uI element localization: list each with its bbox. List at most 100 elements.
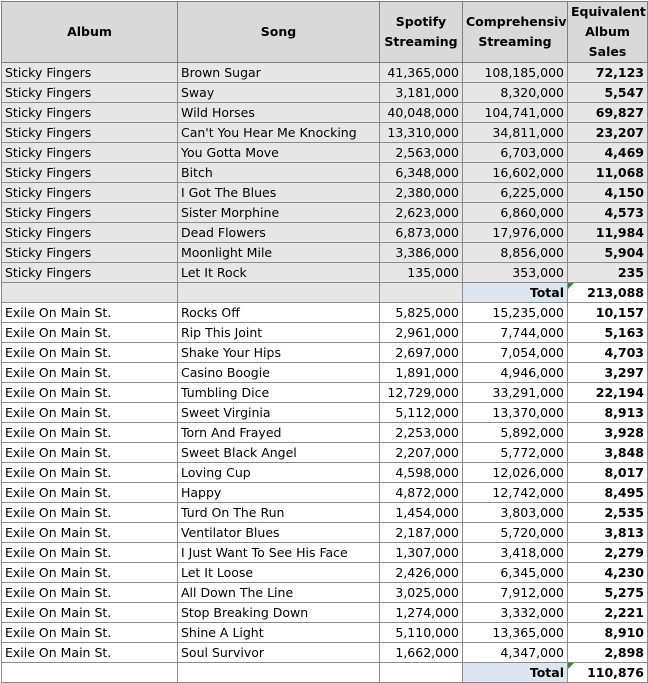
spotify-streaming-cell[interactable]: 2,207,000 (379, 442, 463, 463)
comprehensive-streaming-cell[interactable]: 13,370,000 (462, 402, 568, 423)
spotify-streaming-cell[interactable]: 1,274,000 (379, 602, 463, 623)
album-cell[interactable]: Exile On Main St. (1, 582, 178, 603)
album-cell[interactable]: Exile On Main St. (1, 342, 178, 363)
spotify-streaming-cell[interactable]: 12,729,000 (379, 382, 463, 403)
song-cell[interactable]: Torn And Frayed (177, 422, 380, 443)
comprehensive-streaming-cell[interactable]: 33,291,000 (462, 382, 568, 403)
song-cell[interactable]: Rocks Off (177, 302, 380, 323)
spotify-streaming-cell[interactable]: 13,310,000 (379, 122, 463, 143)
total-label[interactable]: Total (462, 662, 568, 683)
song-cell[interactable]: Loving Cup (177, 462, 380, 483)
album-cell[interactable]: Exile On Main St. (1, 382, 178, 403)
album-cell[interactable]: Exile On Main St. (1, 562, 178, 583)
album-cell[interactable]: Sticky Fingers (1, 162, 178, 183)
song-cell[interactable]: Tumbling Dice (177, 382, 380, 403)
equivalent-album-sales-cell[interactable]: 8,910 (567, 622, 648, 643)
song-cell[interactable]: Casino Boogie (177, 362, 380, 383)
album-cell[interactable]: Exile On Main St. (1, 322, 178, 343)
comprehensive-streaming-cell[interactable]: 6,860,000 (462, 202, 568, 223)
album-cell[interactable]: Sticky Fingers (1, 242, 178, 263)
spotify-streaming-cell[interactable]: 135,000 (379, 262, 463, 283)
song-cell[interactable]: Ventilator Blues (177, 522, 380, 543)
empty-cell[interactable] (1, 662, 178, 683)
spotify-streaming-cell[interactable]: 40,048,000 (379, 102, 463, 123)
comprehensive-streaming-cell[interactable]: 16,602,000 (462, 162, 568, 183)
equivalent-album-sales-cell[interactable]: 2,221 (567, 602, 648, 623)
comprehensive-streaming-cell[interactable]: 6,345,000 (462, 562, 568, 583)
spotify-streaming-cell[interactable]: 4,598,000 (379, 462, 463, 483)
comprehensive-streaming-cell[interactable]: 104,741,000 (462, 102, 568, 123)
song-cell[interactable]: Let It Loose (177, 562, 380, 583)
empty-cell[interactable] (177, 662, 380, 683)
song-cell[interactable]: Shake Your Hips (177, 342, 380, 363)
comprehensive-streaming-cell[interactable]: 5,720,000 (462, 522, 568, 543)
album-cell[interactable]: Sticky Fingers (1, 222, 178, 243)
equivalent-album-sales-cell[interactable]: 3,813 (567, 522, 648, 543)
song-cell[interactable]: Shine A Light (177, 622, 380, 643)
equivalent-album-sales-cell[interactable]: 235 (567, 262, 648, 283)
spotify-streaming-cell[interactable]: 2,961,000 (379, 322, 463, 343)
comprehensive-streaming-cell[interactable]: 15,235,000 (462, 302, 568, 323)
song-cell[interactable]: Sweet Black Angel (177, 442, 380, 463)
equivalent-album-sales-cell[interactable]: 4,230 (567, 562, 648, 583)
equivalent-album-sales-cell[interactable]: 5,547 (567, 82, 648, 103)
spotify-streaming-cell[interactable]: 3,025,000 (379, 582, 463, 603)
equivalent-album-sales-cell[interactable]: 3,928 (567, 422, 648, 443)
comprehensive-streaming-cell[interactable]: 5,772,000 (462, 442, 568, 463)
song-cell[interactable]: Sweet Virginia (177, 402, 380, 423)
song-cell[interactable]: Dead Flowers (177, 222, 380, 243)
spotify-streaming-cell[interactable]: 2,697,000 (379, 342, 463, 363)
equivalent-album-sales-cell[interactable]: 72,123 (567, 62, 648, 83)
equivalent-album-sales-cell[interactable]: 8,913 (567, 402, 648, 423)
album-cell[interactable]: Sticky Fingers (1, 142, 178, 163)
equivalent-album-sales-cell[interactable]: 2,535 (567, 502, 648, 523)
equivalent-album-sales-cell[interactable]: 5,904 (567, 242, 648, 263)
comprehensive-streaming-cell[interactable]: 7,912,000 (462, 582, 568, 603)
equivalent-album-sales-cell[interactable]: 5,275 (567, 582, 648, 603)
album-cell[interactable]: Exile On Main St. (1, 622, 178, 643)
album-cell[interactable]: Exile On Main St. (1, 502, 178, 523)
comprehensive-streaming-cell[interactable]: 4,946,000 (462, 362, 568, 383)
album-cell[interactable]: Sticky Fingers (1, 182, 178, 203)
equivalent-album-sales-cell[interactable]: 10,157 (567, 302, 648, 323)
spotify-streaming-cell[interactable]: 2,623,000 (379, 202, 463, 223)
spotify-streaming-cell[interactable]: 6,348,000 (379, 162, 463, 183)
song-cell[interactable]: Let It Rock (177, 262, 380, 283)
album-cell[interactable]: Exile On Main St. (1, 442, 178, 463)
spotify-streaming-cell[interactable]: 1,307,000 (379, 542, 463, 563)
song-cell[interactable]: Happy (177, 482, 380, 503)
equivalent-album-sales-cell[interactable]: 8,017 (567, 462, 648, 483)
comprehensive-streaming-cell[interactable]: 34,811,000 (462, 122, 568, 143)
total-label[interactable]: Total (462, 282, 568, 303)
song-cell[interactable]: You Gotta Move (177, 142, 380, 163)
album-cell[interactable]: Exile On Main St. (1, 522, 178, 543)
equivalent-album-sales-cell[interactable]: 2,898 (567, 642, 648, 663)
spotify-streaming-cell[interactable]: 1,891,000 (379, 362, 463, 383)
spotify-streaming-cell[interactable]: 4,872,000 (379, 482, 463, 503)
song-cell[interactable]: Stop Breaking Down (177, 602, 380, 623)
total-value[interactable]: 213,088 (567, 282, 648, 303)
comprehensive-streaming-cell[interactable]: 7,054,000 (462, 342, 568, 363)
spotify-streaming-cell[interactable]: 1,454,000 (379, 502, 463, 523)
album-cell[interactable]: Sticky Fingers (1, 122, 178, 143)
album-cell[interactable]: Exile On Main St. (1, 362, 178, 383)
spotify-streaming-cell[interactable]: 1,662,000 (379, 642, 463, 663)
spotify-streaming-cell[interactable]: 3,181,000 (379, 82, 463, 103)
song-cell[interactable]: Rip This Joint (177, 322, 380, 343)
song-cell[interactable]: Can't You Hear Me Knocking (177, 122, 380, 143)
song-cell[interactable]: Bitch (177, 162, 380, 183)
empty-cell[interactable] (379, 282, 463, 303)
equivalent-album-sales-cell[interactable]: 3,848 (567, 442, 648, 463)
song-cell[interactable]: Moonlight Mile (177, 242, 380, 263)
comprehensive-streaming-cell[interactable]: 3,418,000 (462, 542, 568, 563)
comprehensive-streaming-cell[interactable]: 12,026,000 (462, 462, 568, 483)
song-cell[interactable]: Brown Sugar (177, 62, 380, 83)
album-cell[interactable]: Exile On Main St. (1, 302, 178, 323)
empty-cell[interactable] (1, 282, 178, 303)
album-cell[interactable]: Exile On Main St. (1, 422, 178, 443)
equivalent-album-sales-cell[interactable]: 23,207 (567, 122, 648, 143)
comprehensive-streaming-cell[interactable]: 6,703,000 (462, 142, 568, 163)
total-value[interactable]: 110,876 (567, 662, 648, 683)
comprehensive-streaming-cell[interactable]: 12,742,000 (462, 482, 568, 503)
equivalent-album-sales-cell[interactable]: 8,495 (567, 482, 648, 503)
